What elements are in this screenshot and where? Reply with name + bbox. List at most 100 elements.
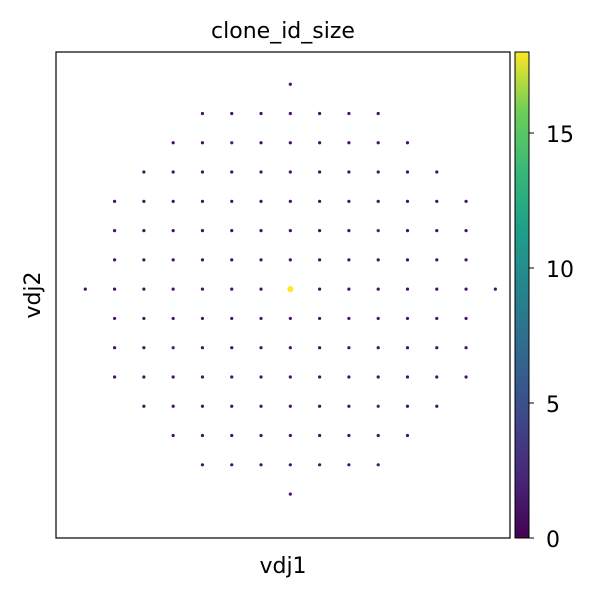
point — [171, 316, 175, 321]
point — [464, 375, 468, 379]
point — [200, 228, 205, 233]
point — [230, 228, 234, 233]
point — [288, 199, 292, 203]
point — [405, 316, 410, 321]
point — [230, 316, 234, 321]
point — [171, 228, 175, 233]
point — [259, 170, 263, 174]
point — [318, 287, 322, 291]
point — [171, 287, 175, 291]
point — [376, 199, 380, 203]
point — [288, 258, 292, 262]
point — [200, 433, 205, 438]
point — [171, 141, 175, 145]
point — [230, 463, 234, 467]
point — [259, 287, 263, 291]
point — [435, 170, 439, 174]
colorbar — [514, 51, 530, 539]
point — [230, 433, 234, 438]
point — [200, 463, 205, 467]
point — [142, 404, 146, 408]
point — [200, 199, 205, 203]
point — [200, 141, 205, 145]
colorbar-tick-label: 0 — [546, 528, 560, 553]
point — [171, 404, 175, 408]
point — [230, 111, 234, 116]
point — [200, 258, 205, 262]
point — [288, 492, 292, 496]
point — [318, 375, 322, 379]
point — [347, 170, 351, 174]
point — [376, 375, 380, 379]
point — [318, 346, 322, 350]
point — [259, 199, 263, 203]
point — [493, 287, 497, 291]
point — [259, 404, 263, 408]
point — [318, 141, 322, 145]
point — [376, 463, 380, 467]
point — [142, 170, 146, 174]
point — [376, 287, 380, 291]
point — [171, 375, 175, 379]
point — [464, 287, 468, 291]
point — [347, 346, 351, 350]
point — [405, 199, 410, 203]
point — [112, 375, 117, 379]
point — [259, 111, 263, 116]
point — [318, 111, 322, 116]
point — [318, 316, 322, 321]
point — [200, 404, 205, 408]
point — [405, 404, 410, 408]
point — [112, 258, 117, 262]
point — [112, 287, 117, 291]
point — [200, 375, 205, 379]
point — [142, 228, 146, 233]
point — [405, 375, 410, 379]
point — [288, 375, 292, 379]
point — [83, 287, 87, 291]
chart-title: clone_id_size — [211, 19, 355, 44]
point — [347, 463, 351, 467]
point — [288, 404, 292, 408]
point — [405, 258, 410, 262]
point — [259, 346, 263, 350]
point — [230, 346, 234, 350]
point — [435, 199, 439, 203]
point — [171, 199, 175, 203]
point — [200, 111, 205, 116]
point — [200, 287, 205, 291]
point — [376, 433, 380, 438]
point — [259, 258, 263, 262]
point — [405, 433, 410, 438]
point — [464, 199, 468, 203]
point — [376, 346, 380, 350]
point — [318, 228, 322, 233]
point — [112, 228, 117, 233]
point — [259, 375, 263, 379]
point — [347, 199, 351, 203]
colorbar-tick-label: 15 — [546, 123, 574, 148]
point — [230, 141, 234, 145]
point — [435, 316, 439, 321]
x-axis-label: vdj1 — [259, 554, 306, 579]
point — [288, 111, 292, 116]
point — [288, 433, 292, 438]
point — [318, 404, 322, 408]
point — [230, 258, 234, 262]
point — [435, 404, 439, 408]
point — [142, 287, 146, 291]
point — [230, 404, 234, 408]
point — [347, 287, 351, 291]
point — [347, 433, 351, 438]
point — [200, 316, 205, 321]
point — [376, 316, 380, 321]
point — [287, 286, 294, 293]
point — [376, 141, 380, 145]
point — [288, 346, 292, 350]
point — [259, 141, 263, 145]
point — [464, 228, 468, 233]
point — [376, 170, 380, 174]
point — [200, 170, 205, 174]
colorbar-tick-label: 10 — [546, 258, 574, 283]
